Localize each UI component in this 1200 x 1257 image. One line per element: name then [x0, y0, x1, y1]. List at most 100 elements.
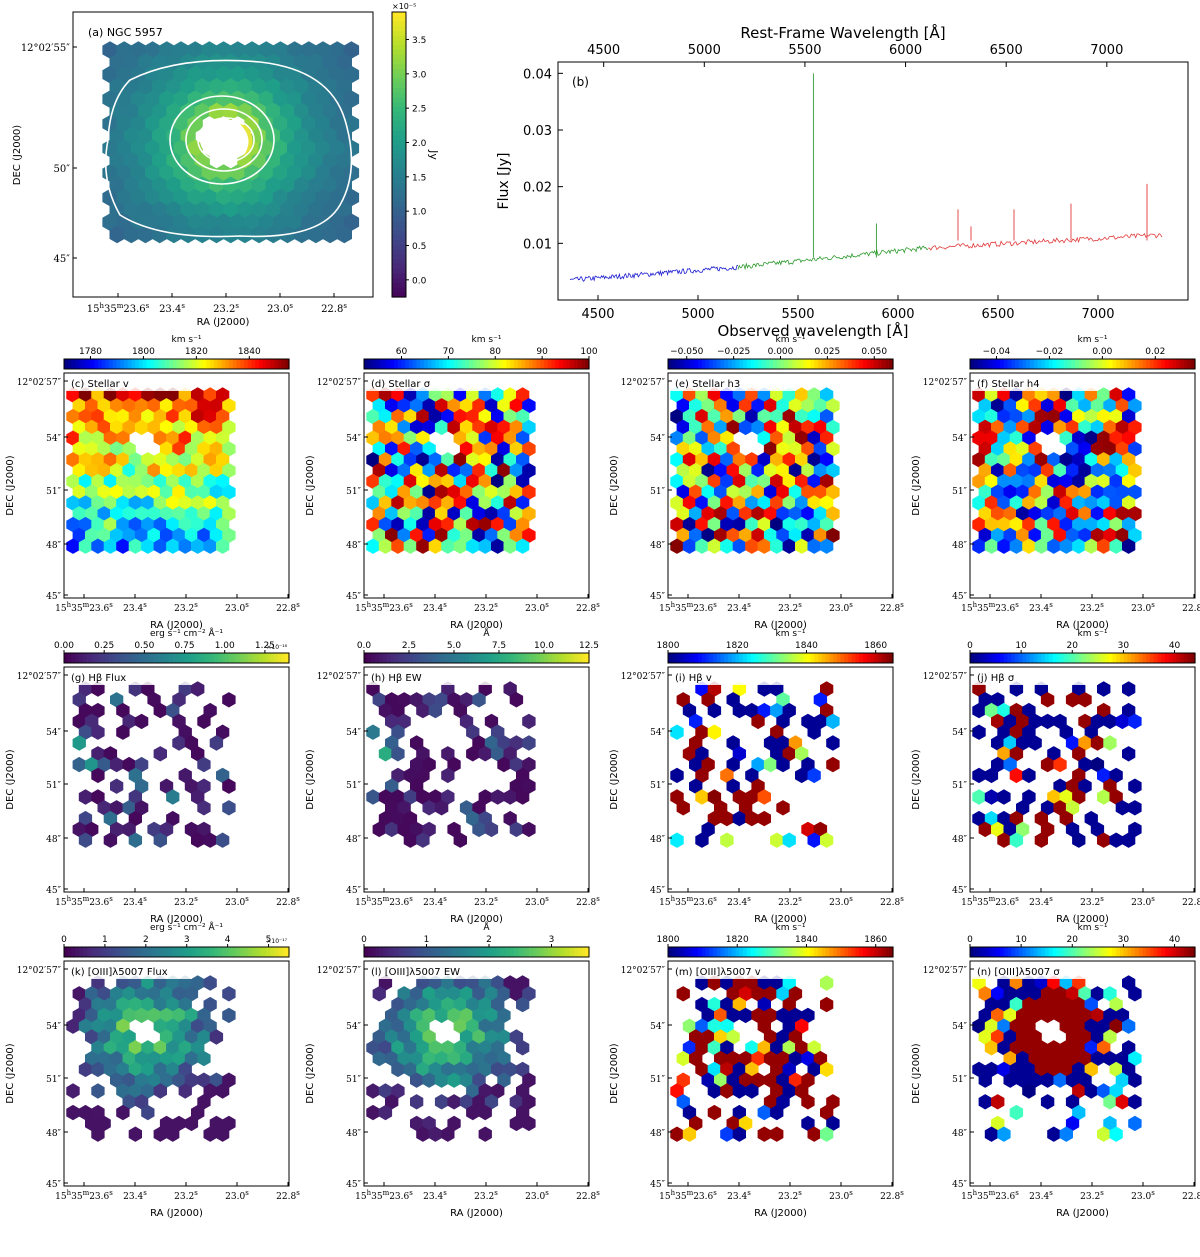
- spaxel-hex: [491, 789, 505, 805]
- spaxel-hex: [795, 430, 809, 446]
- flux-hex: [187, 41, 203, 59]
- colorbar-band: [71, 359, 76, 369]
- spaxel-hex: [366, 495, 380, 511]
- colorbar-band: [90, 947, 95, 957]
- spaxel-hex: [788, 419, 803, 436]
- spaxel-hex: [191, 495, 205, 511]
- colorbar-band: [996, 359, 1001, 369]
- spaxel-hex: [1078, 986, 1092, 1002]
- spaxel-hex: [820, 1126, 834, 1142]
- spaxel-hex: [78, 495, 93, 511]
- spaxel-hex: [991, 821, 1005, 838]
- spaxel-hex: [813, 692, 828, 708]
- colorbar-tick-label: 2: [143, 935, 149, 945]
- colorbar-band: [735, 947, 740, 957]
- colorbar-band: [502, 359, 508, 369]
- spaxel-hex: [172, 484, 186, 500]
- colorbar-band: [1108, 359, 1114, 369]
- flux-hex: [329, 90, 345, 108]
- spaxel-hex: [503, 430, 517, 446]
- colorbar-band: [487, 359, 493, 369]
- spaxel-hex: [116, 1040, 130, 1056]
- map-title: (l) [OIII]λ5007 EW: [371, 967, 460, 978]
- y-tick-label: 12°02′57″: [923, 966, 968, 976]
- x-tick-label: 23.2s: [174, 1189, 198, 1202]
- spaxel-hex: [1115, 1007, 1130, 1024]
- colorbar-tick-label: −0.025: [717, 347, 750, 357]
- y-tick-label: 45″: [54, 254, 71, 265]
- spaxel-hex: [1003, 419, 1017, 436]
- colorbar-band: [1063, 653, 1069, 663]
- spaxel-hex: [1084, 538, 1098, 554]
- spaxel-hex: [410, 778, 424, 794]
- spaxel-hex: [820, 975, 834, 991]
- colorbar-band: [562, 947, 568, 957]
- spaxel-hex: [66, 408, 80, 425]
- spaxel-hex: [416, 1061, 430, 1078]
- colorbar-band: [1135, 947, 1140, 957]
- colorbar-band: [668, 359, 673, 369]
- spaxel-hex: [72, 506, 86, 522]
- spaxel-hex: [366, 516, 380, 533]
- spaxel-hex: [1022, 789, 1036, 805]
- spaxel-hex: [459, 1072, 474, 1088]
- spaxel-hex: [428, 452, 442, 468]
- colorbar-band: [739, 947, 744, 957]
- spaxel-hex: [972, 1018, 986, 1034]
- colorbar-tick-label: 0.25: [94, 641, 114, 651]
- colorbar-band: [64, 947, 69, 957]
- spaxel-hex: [466, 408, 480, 425]
- spaxel-hex: [197, 419, 211, 436]
- spaxel-hex: [707, 538, 722, 554]
- colorbar-tick-label: 3: [549, 935, 555, 945]
- spaxel-hex: [216, 408, 230, 425]
- spaxel-hex: [491, 473, 505, 490]
- spaxel-hex: [97, 398, 111, 414]
- colorbar-band: [495, 359, 500, 369]
- colorbar-tick-label: 1780: [79, 347, 102, 357]
- colorbar-band: [510, 653, 515, 663]
- spaxel-hex: [978, 1029, 992, 1045]
- map-title: (d) Stellar σ: [371, 379, 431, 390]
- spaxel-hex: [410, 1115, 424, 1132]
- colorbar-band: [232, 653, 238, 663]
- spaxel-hex: [122, 1072, 136, 1088]
- flux-hex: [322, 53, 338, 72]
- spaxel-hex: [782, 832, 796, 848]
- flux-hex: [145, 188, 161, 207]
- x-tick-label: 23.0s: [525, 895, 549, 908]
- spaxel-hex: [147, 821, 161, 838]
- colorbar-band: [840, 653, 845, 663]
- colorbar-band: [150, 653, 155, 663]
- colorbar-band: [686, 359, 692, 369]
- spaxel-hex: [522, 398, 536, 414]
- colorbar-band: [105, 947, 110, 957]
- spaxel-hex: [153, 832, 167, 848]
- colorbar-band: [1180, 653, 1185, 663]
- spaxel-hex: [172, 1050, 186, 1067]
- colorbar-band: [514, 653, 519, 663]
- spaxel-hex: [763, 1094, 778, 1110]
- spaxel-hex: [984, 789, 999, 805]
- spaxel-hex: [441, 495, 455, 511]
- spaxel-hex: [85, 1115, 99, 1132]
- spaxel-hex: [991, 419, 1005, 436]
- spaxel-hex: [1072, 1061, 1086, 1078]
- spaxel-hex: [1065, 527, 1080, 544]
- y-axis-label: DEC (J2000): [305, 455, 316, 515]
- contour-line: [104, 59, 353, 238]
- x-tick-label: 23.2s: [1080, 601, 1104, 614]
- spaxel-hex: [497, 756, 511, 773]
- colorbar-band: [878, 947, 883, 957]
- flux-hex: [336, 53, 352, 72]
- colorbar-band: [392, 50, 406, 56]
- spaxel-hex: [422, 1007, 436, 1024]
- y-tick-label: 51″: [346, 1075, 361, 1085]
- y-tick-label: 45″: [346, 1180, 361, 1190]
- spaxel-hex: [1097, 832, 1111, 848]
- colorbar-tick-label: 20: [1067, 641, 1079, 651]
- spaxel-hex: [1122, 538, 1136, 554]
- spaxel-hex: [997, 702, 1011, 719]
- flux-hex: [208, 176, 225, 195]
- spaxel-hex: [453, 516, 467, 533]
